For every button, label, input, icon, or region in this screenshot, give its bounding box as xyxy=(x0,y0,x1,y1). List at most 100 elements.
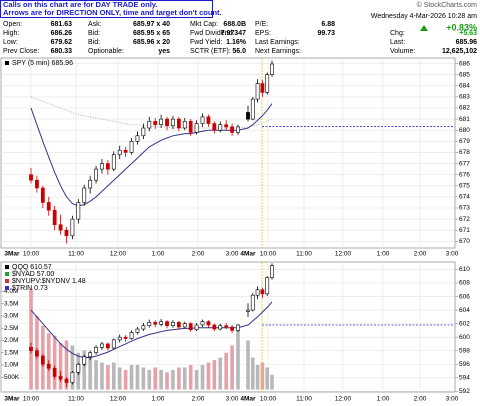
quote-value: 680.33 xyxy=(51,48,73,55)
volume-bar xyxy=(141,367,146,390)
y2-tick-label: 1.5M xyxy=(4,349,18,356)
volume-bar xyxy=(182,367,187,390)
volume-bar xyxy=(224,352,228,390)
quote-label: Ask: xyxy=(88,21,102,28)
summary-label: Chg: xyxy=(390,30,405,37)
x-tick-label: 10:00 xyxy=(260,251,277,258)
candle-body xyxy=(188,323,193,331)
y-tick-label: 592 xyxy=(459,388,470,395)
volume-bar xyxy=(129,365,134,390)
volume-bar xyxy=(94,360,98,390)
candle-body xyxy=(236,126,240,133)
candle-body xyxy=(200,116,205,124)
candle-body xyxy=(224,325,229,328)
quote-label: Bid: xyxy=(88,39,100,46)
legend-swatch xyxy=(5,272,9,276)
x-tick-label: 12:00 xyxy=(335,251,352,258)
x-tick-label: 2:00 xyxy=(414,251,427,258)
candle-body xyxy=(40,187,45,203)
candle-body xyxy=(200,321,205,326)
candle-body xyxy=(105,343,110,349)
candle-body xyxy=(52,368,57,377)
candle-body xyxy=(260,83,265,93)
candle-body xyxy=(250,294,255,311)
y-tick-label: 677 xyxy=(459,160,470,167)
summary-label: Last: xyxy=(390,39,405,46)
volume-bar xyxy=(270,374,274,390)
candle-body xyxy=(212,324,217,330)
y-tick-label: 608 xyxy=(459,280,470,287)
candle-body xyxy=(212,123,217,131)
legend-swatch xyxy=(5,286,9,290)
quote-value: 688.0B xyxy=(223,21,246,28)
candle-body xyxy=(100,163,104,170)
volume-bar xyxy=(70,345,75,390)
candle-body xyxy=(270,63,274,75)
candle-body xyxy=(246,309,250,312)
y2-tick-label: 3.0M xyxy=(4,313,18,320)
x-tick-label: 1:00 xyxy=(377,396,390,403)
volume-bar xyxy=(260,362,265,390)
x-tick-label: 2:00 xyxy=(192,396,205,403)
candle-body xyxy=(135,328,140,333)
x-tick-label: 3:00 xyxy=(446,251,459,258)
candle-body xyxy=(165,321,169,326)
x-tick-label: 3Mar xyxy=(4,396,20,403)
candle-body xyxy=(255,83,260,100)
x-tick-label: 4Mar xyxy=(240,396,256,403)
candle-body xyxy=(29,174,33,181)
y-tick-label: 681 xyxy=(459,116,470,123)
quote-table: Open: 681.63 Ask: 685.97 x 40 Mkt Cap: 688.0B… xyxy=(3,21,477,55)
volume-bar xyxy=(265,367,269,390)
volume-bar xyxy=(147,369,152,390)
volume-bar xyxy=(246,340,250,390)
quote-value: 7.97347 xyxy=(221,30,246,37)
volume-bar xyxy=(206,362,211,390)
quote-value: 685.95 x 65 xyxy=(133,30,170,37)
y-tick-label: 606 xyxy=(459,293,470,300)
x-tick-label: 1:00 xyxy=(377,251,390,258)
volume-bar xyxy=(194,369,199,390)
volume-bar xyxy=(230,345,234,390)
x-tick-label: 11:00 xyxy=(68,251,84,258)
candle-body xyxy=(260,289,265,295)
candle-body xyxy=(105,163,110,170)
volume-bar xyxy=(82,350,87,390)
candle-body xyxy=(265,74,270,93)
quote-value: 679.62 xyxy=(51,39,73,46)
x-tick-label: 4Mar xyxy=(240,251,256,258)
quote-value: 681.63 xyxy=(51,21,73,28)
y-tick-label: 604 xyxy=(459,307,470,314)
volume-bar xyxy=(212,360,217,390)
candle-body xyxy=(265,277,270,295)
quote-label: EPS: xyxy=(255,30,271,37)
quote-label: P/E: xyxy=(255,21,268,28)
volume-bar xyxy=(153,367,157,390)
volume-bar xyxy=(251,357,255,390)
summary-value: 12,625,102 xyxy=(442,48,477,55)
y-tick-label: 685 xyxy=(459,71,470,78)
x-tick-label: 10:00 xyxy=(23,396,40,403)
y-tick-label: 670 xyxy=(459,238,470,245)
y-tick-label: 674 xyxy=(459,194,470,201)
copyright: © StockCharts.com xyxy=(417,1,478,9)
candle-body xyxy=(236,324,240,331)
y2-tick-label: 2.0M xyxy=(4,337,18,344)
y2-tick-label: 3.5M xyxy=(4,300,18,307)
quote-value: 1.16% xyxy=(226,39,247,46)
y-tick-label: 686 xyxy=(459,60,470,67)
candle-body xyxy=(188,121,193,133)
x-tick-label: 3Mar xyxy=(4,251,20,258)
candle-body xyxy=(29,347,33,351)
candle-body xyxy=(76,202,81,220)
quote-value: 6.88 xyxy=(321,21,335,28)
candle-body xyxy=(88,179,93,189)
y-tick-label: 678 xyxy=(459,149,470,156)
y2-tick-label: 1.0M xyxy=(4,362,18,369)
candle-body xyxy=(159,118,164,125)
candle-body xyxy=(176,321,181,328)
quote-label: Mkt Cap: xyxy=(190,21,218,28)
candle-body xyxy=(94,347,98,354)
x-tick-label: 3:00 xyxy=(226,251,239,258)
quote-label: High: xyxy=(3,30,19,37)
